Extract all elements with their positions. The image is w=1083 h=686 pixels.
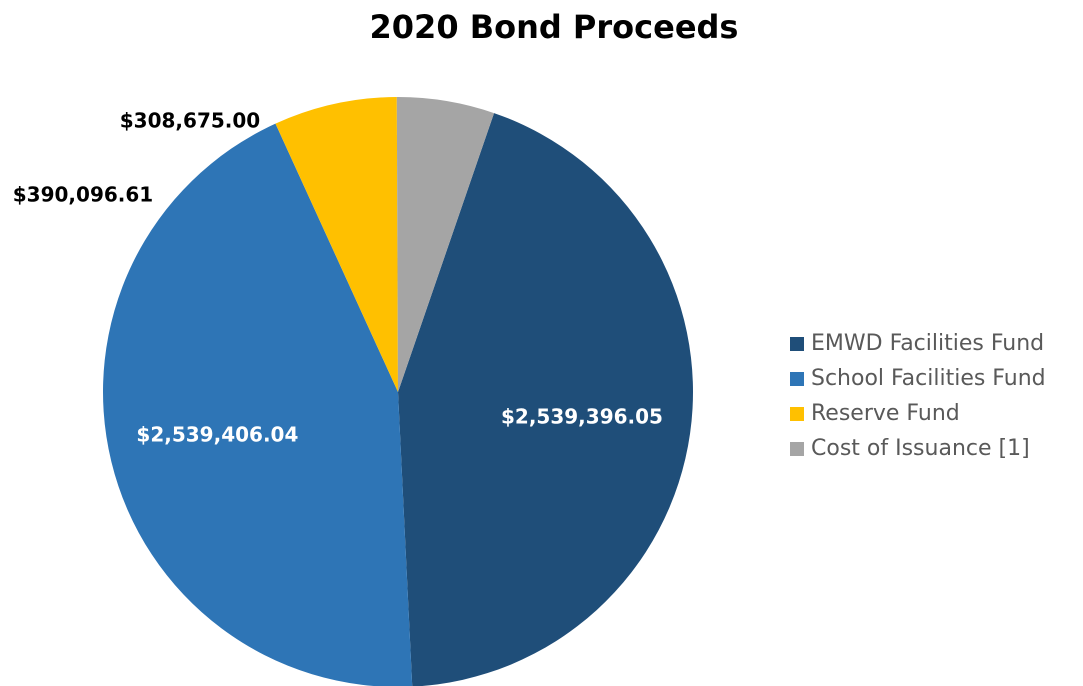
pie-slice-reserve-fund — [275, 97, 398, 393]
legend-label: Reserve Fund — [811, 401, 960, 426]
legend-label: Cost of Issuance [1] — [811, 436, 1030, 461]
pie-slice-school-facilities-fund — [103, 123, 413, 686]
chart-title: 2020 Bond Proceeds — [369, 8, 739, 46]
legend-item-school-facilities-fund: School Facilities Fund — [790, 361, 1046, 396]
data-label: $2,539,406.04 — [136, 422, 298, 446]
legend-swatch — [790, 371, 804, 386]
data-label: $2,539,396.05 — [501, 405, 663, 429]
legend-label: School Facilities Fund — [811, 366, 1046, 391]
legend-item-emwd-facilities-fund: EMWD Facilities Fund — [790, 326, 1046, 361]
legend-swatch — [790, 441, 804, 456]
legend-swatch — [790, 406, 804, 421]
pie-slice-cost-of-issuance-1 — [396, 97, 495, 392]
legend-item-reserve-fund: Reserve Fund — [790, 396, 1046, 431]
data-label: $308,675.00 — [120, 109, 260, 133]
data-label: $390,096.61 — [13, 183, 153, 207]
legend-label: EMWD Facilities Fund — [811, 331, 1045, 356]
chart-legend: EMWD Facilities Fund School Facilities F… — [790, 326, 1046, 466]
legend-swatch — [790, 336, 804, 351]
pie-slice-emwd-facilities-fund — [398, 113, 693, 686]
legend-item-cost-of-issuance: Cost of Issuance [1] — [790, 431, 1046, 466]
